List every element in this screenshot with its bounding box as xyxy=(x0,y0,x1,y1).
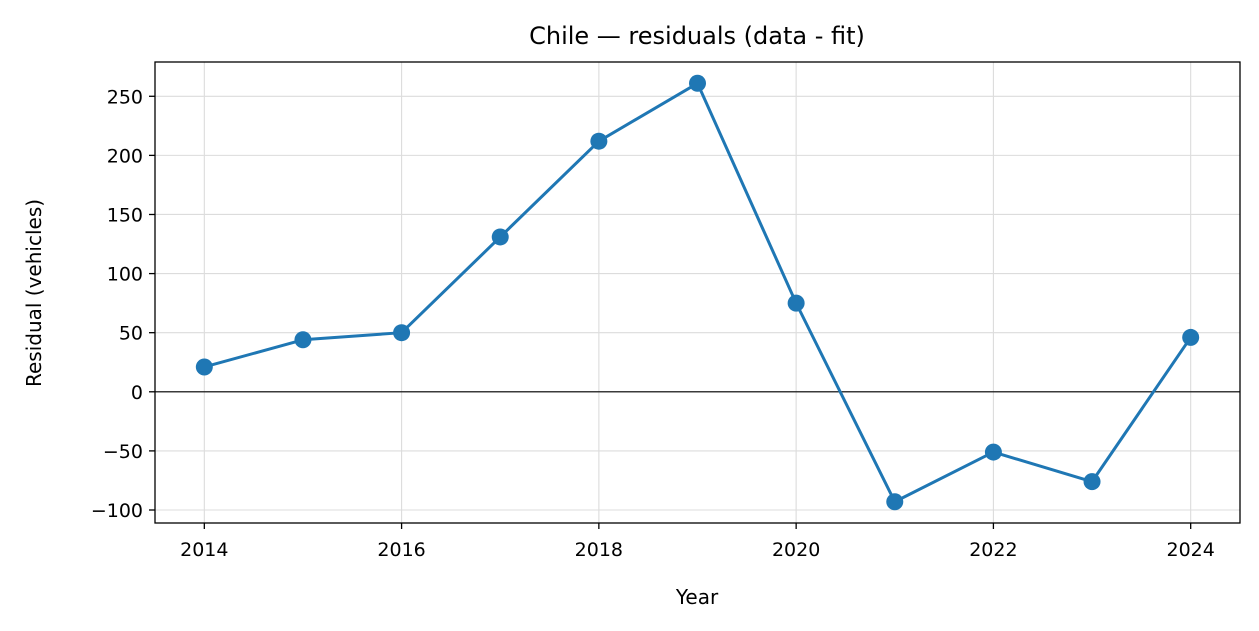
grid-lines xyxy=(155,62,1240,523)
data-point xyxy=(886,493,904,511)
y-axis-label: Residual (vehicles) xyxy=(22,199,46,387)
data-point xyxy=(294,331,312,349)
y-tick-label: −50 xyxy=(103,441,143,463)
y-tick-label: −100 xyxy=(91,500,143,522)
data-point xyxy=(393,324,411,342)
y-tick-label: 250 xyxy=(107,86,143,108)
y-axis-ticks: −100 −50 0 50 100 150 200 250 xyxy=(91,86,155,522)
x-axis-label: Year xyxy=(675,585,719,609)
data-point xyxy=(491,228,509,246)
x-tick-label: 2024 xyxy=(1167,539,1215,561)
data-point xyxy=(1083,473,1101,491)
plot-frame xyxy=(154,61,1241,524)
data-point xyxy=(787,294,805,312)
series-line xyxy=(203,81,1192,504)
x-tick-label: 2022 xyxy=(969,539,1017,561)
x-tick-label: 2014 xyxy=(180,539,228,561)
y-tick-label: 200 xyxy=(107,145,143,167)
data-point xyxy=(689,74,706,92)
y-tick-label: 0 xyxy=(131,382,143,404)
y-tick-label: 150 xyxy=(107,204,143,226)
data-point xyxy=(1182,328,1200,346)
x-tick-label: 2020 xyxy=(772,539,820,561)
x-tick-label: 2018 xyxy=(575,539,623,561)
series-layer xyxy=(195,74,1200,511)
data-point xyxy=(984,443,1002,461)
y-tick-label: 50 xyxy=(119,323,143,345)
chart-title: Chile — residuals (data - fit) xyxy=(529,22,865,50)
x-axis-ticks: 2014 2016 2018 2020 2022 2024 xyxy=(180,523,1215,561)
y-tick-label: 100 xyxy=(107,264,143,286)
data-point xyxy=(195,358,213,376)
data-point xyxy=(590,132,608,150)
x-tick-label: 2016 xyxy=(377,539,425,561)
